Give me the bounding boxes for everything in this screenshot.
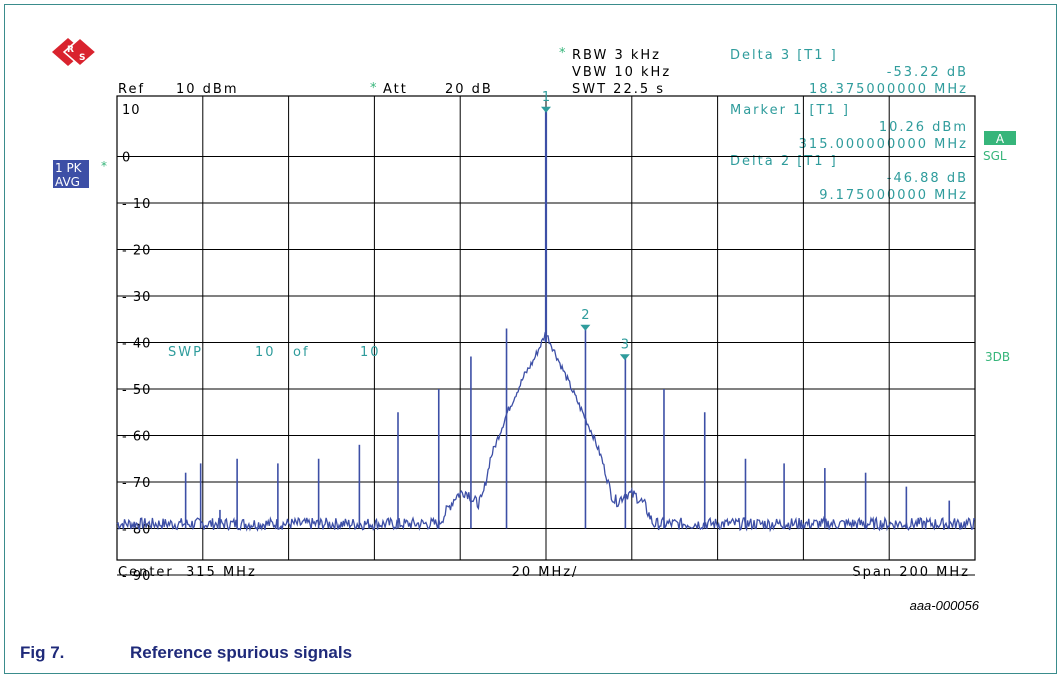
- y-tick-label: - 70: [122, 476, 151, 491]
- trace-star: *: [101, 159, 107, 173]
- marker-group: 1 2 3: [541, 90, 630, 361]
- trace-mode-badge: 1 PK AVG: [53, 160, 89, 189]
- att-value: 20 dB: [445, 82, 493, 97]
- y-tick-label: 10: [122, 103, 141, 118]
- rbw-label: RBW 3 kHz: [572, 48, 661, 63]
- spectrum-trace: [116, 108, 976, 533]
- y-tick-label: - 60: [122, 430, 151, 445]
- rbw-star: *: [559, 46, 566, 61]
- sweep-total: 10: [360, 345, 381, 360]
- delta2-level: -46.88 dB: [887, 171, 968, 186]
- sgl-label: SGL: [983, 149, 1007, 163]
- marker-2-icon: [580, 324, 591, 331]
- rohde-schwarz-logo: R S: [52, 37, 98, 67]
- swt-label: SWT 22.5 s: [572, 82, 665, 97]
- sweep-of: of: [293, 345, 310, 360]
- y-tick-label: - 20: [122, 244, 151, 259]
- delta3-freq: 18.375000000 MHz: [809, 82, 968, 97]
- marker-3-label: 3: [621, 337, 629, 352]
- y-tick-label: - 10: [122, 197, 151, 212]
- 3db-label: 3DB: [985, 350, 1010, 364]
- sweep-count: 10: [255, 345, 276, 360]
- delta2-freq: 9.175000000 MHz: [819, 188, 968, 203]
- marker1-freq: 315.000000000 MHz: [799, 137, 968, 152]
- vbw-label: VBW 10 kHz: [572, 65, 671, 80]
- trace-mode-top: 1 PK: [55, 161, 83, 175]
- per-div-label: 20 MHz/: [512, 565, 579, 580]
- ref-value: 10 dBm: [176, 82, 239, 97]
- ref-label: Ref: [118, 82, 145, 97]
- sweep-label: SWP: [168, 345, 203, 360]
- marker-1-label: 1: [542, 90, 550, 105]
- a-badge: A: [996, 132, 1005, 146]
- figure-number: Fig 7.: [20, 643, 65, 662]
- y-tick-labels: 100- 10- 20- 30- 40- 50- 60- 70- 80- 90: [122, 103, 151, 584]
- y-tick-label: - 40: [122, 337, 151, 352]
- delta2-title: Delta 2 [T1 ]: [730, 154, 838, 169]
- svg-text:R: R: [67, 45, 74, 55]
- marker-1-icon: [541, 106, 551, 113]
- y-tick-label: - 30: [122, 290, 151, 305]
- center-freq-label: Center 315 MHz: [118, 565, 257, 580]
- att-star: *: [370, 81, 377, 96]
- figure-title: Reference spurious signals: [130, 643, 353, 662]
- trace-mode-bottom: AVG: [55, 175, 80, 189]
- svg-text:S: S: [79, 53, 85, 63]
- span-label: Span 200 MHz: [852, 565, 970, 580]
- figure-id: aaa-000056: [909, 598, 979, 613]
- a-badge-box: [984, 131, 1016, 145]
- delta3-title: Delta 3 [T1 ]: [730, 48, 838, 63]
- delta3-level: -53.22 dB: [887, 65, 968, 80]
- marker1-title: Marker 1 [T1 ]: [730, 103, 850, 118]
- marker-3-icon: [619, 354, 630, 361]
- figure-caption: Fig 7. Reference spurious signals: [20, 643, 352, 663]
- y-tick-label: 0: [122, 151, 131, 166]
- marker1-level: 10.26 dBm: [879, 120, 968, 135]
- marker-2-label: 2: [581, 308, 589, 323]
- figure-frame: [4, 4, 1057, 674]
- att-label: Att: [383, 82, 408, 97]
- y-tick-label: - 90: [122, 569, 151, 584]
- y-tick-label: - 50: [122, 383, 151, 398]
